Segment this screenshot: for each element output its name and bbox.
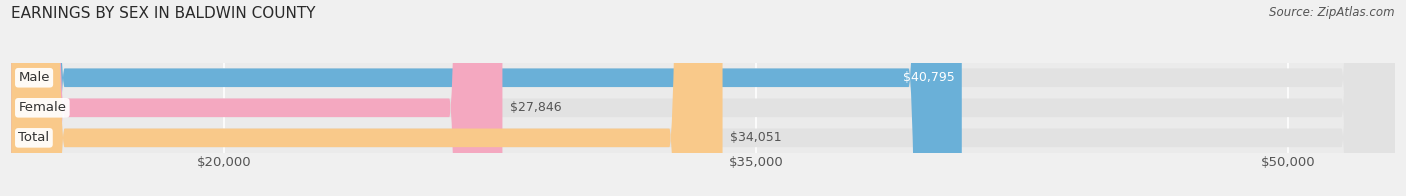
- Text: Source: ZipAtlas.com: Source: ZipAtlas.com: [1270, 6, 1395, 19]
- Text: EARNINGS BY SEX IN BALDWIN COUNTY: EARNINGS BY SEX IN BALDWIN COUNTY: [11, 6, 316, 21]
- Text: Female: Female: [18, 101, 66, 114]
- FancyBboxPatch shape: [11, 0, 1395, 196]
- FancyBboxPatch shape: [11, 0, 962, 196]
- Text: Total: Total: [18, 131, 49, 144]
- FancyBboxPatch shape: [11, 0, 1395, 196]
- FancyBboxPatch shape: [11, 0, 1395, 196]
- Text: Male: Male: [18, 71, 49, 84]
- Text: $34,051: $34,051: [730, 131, 782, 144]
- FancyBboxPatch shape: [11, 0, 502, 196]
- Text: $27,846: $27,846: [509, 101, 561, 114]
- Text: $40,795: $40,795: [903, 71, 955, 84]
- FancyBboxPatch shape: [11, 0, 723, 196]
